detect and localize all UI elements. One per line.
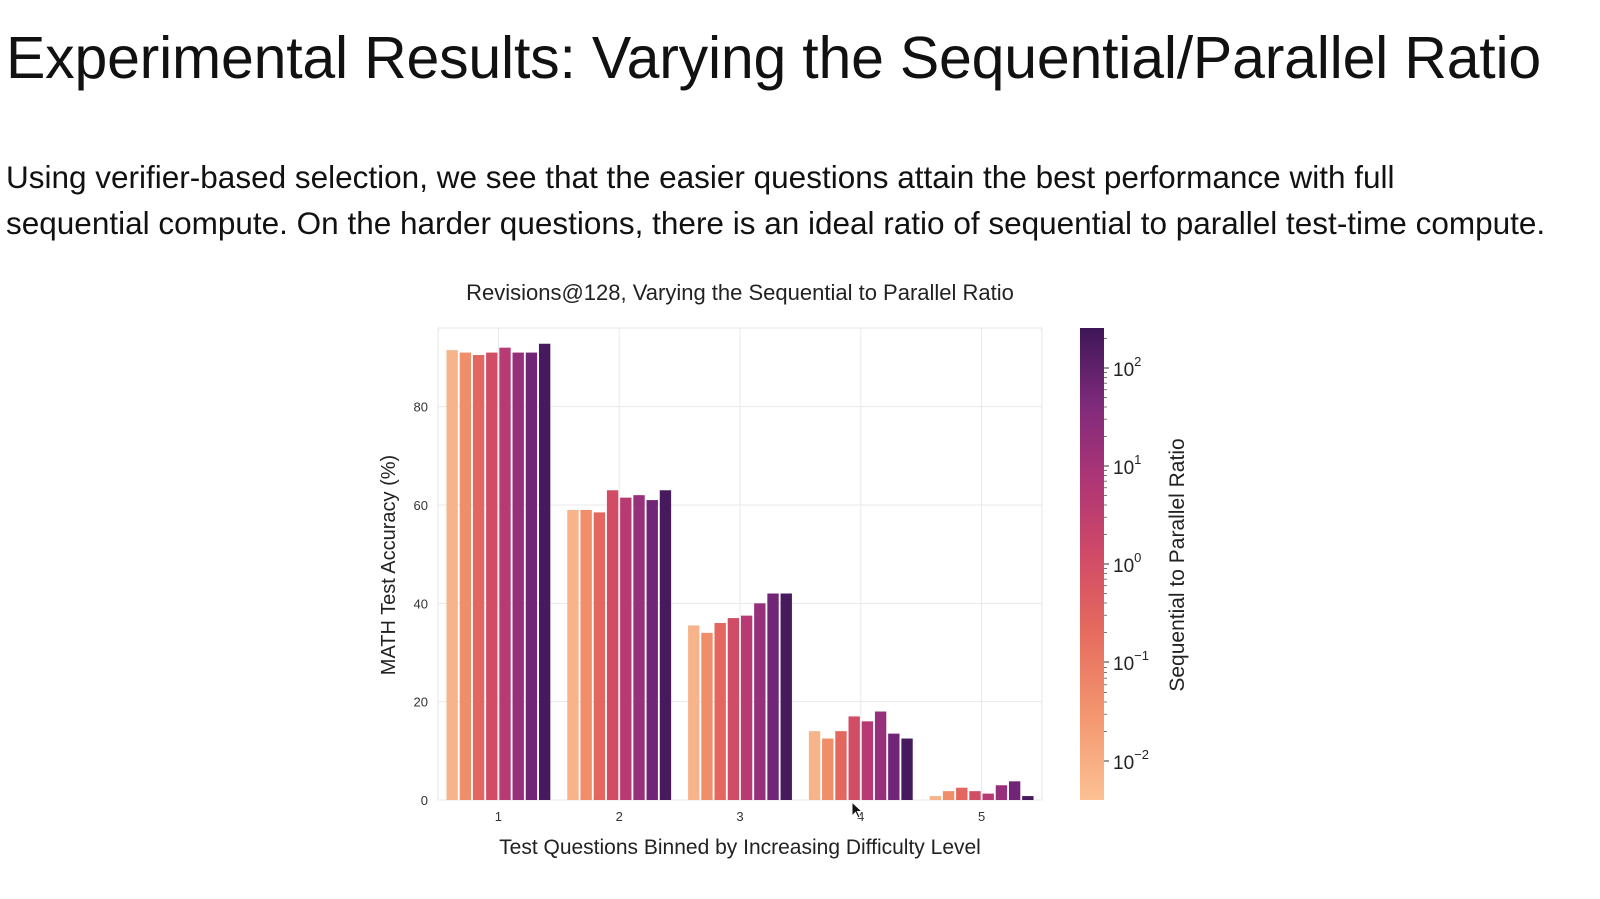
slide-title: Experimental Results: Varying the Sequen… — [6, 25, 1542, 91]
x-tick-label: 2 — [616, 809, 623, 824]
bar — [861, 721, 874, 800]
y-tick-label: 0 — [421, 793, 428, 808]
bars — [446, 343, 1034, 800]
bar — [727, 618, 740, 800]
chart-title: Revisions@128, Varying the Sequential to… — [466, 280, 1014, 305]
bar — [822, 738, 834, 800]
bar — [767, 593, 779, 800]
bar — [714, 623, 726, 800]
bar — [780, 593, 792, 800]
y-tick-label: 40 — [414, 596, 428, 611]
bar — [754, 603, 766, 800]
bar — [956, 787, 968, 800]
x-tick-label: 4 — [857, 809, 864, 824]
mouse-cursor-icon — [851, 801, 864, 819]
bar — [942, 791, 955, 800]
colorbar-label: Sequential to Parallel Ratio — [1166, 438, 1189, 691]
x-tick-labels: 1 2 3 4 5 — [495, 809, 985, 824]
bar — [1008, 781, 1021, 800]
bar — [835, 731, 847, 800]
x-tick-label: 3 — [736, 809, 743, 824]
y-tick-label: 80 — [414, 400, 428, 415]
bar — [499, 347, 511, 800]
bar — [969, 791, 981, 800]
y-tick-labels: 0 20 40 60 80 — [414, 400, 428, 808]
colorbar-tick-label: 10−2 — [1113, 747, 1149, 774]
y-tick-label: 60 — [414, 498, 428, 513]
bar — [567, 509, 579, 800]
x-tick-label: 1 — [495, 809, 502, 824]
bar — [1022, 796, 1034, 800]
grid-lines — [438, 328, 1042, 801]
bar — [808, 731, 821, 800]
colorbar-tick-label: 10−1 — [1113, 648, 1149, 675]
bar — [525, 352, 538, 800]
bar — [982, 793, 994, 800]
bar — [620, 497, 632, 800]
bar — [512, 352, 524, 800]
bar — [593, 512, 606, 800]
bar — [459, 352, 472, 800]
bar — [874, 711, 887, 800]
bar — [606, 490, 619, 800]
colorbar-tick-label: 101 — [1113, 452, 1141, 479]
slide-body-text: Using verifier-based selection, we see t… — [6, 159, 1546, 241]
colorbar-tick-label: 100 — [1113, 550, 1141, 577]
bar — [633, 495, 645, 800]
bar — [995, 785, 1008, 800]
bar — [701, 632, 713, 800]
bar — [688, 625, 700, 800]
y-axis-label: MATH Test Accuracy (%) — [378, 455, 400, 675]
x-axis-label: Test Questions Binned by Increasing Diff… — [499, 836, 981, 859]
bar — [580, 509, 592, 800]
bar — [486, 352, 498, 800]
bar — [901, 738, 913, 800]
bar — [472, 355, 485, 800]
colorbar-tick-label: 102 — [1113, 354, 1141, 381]
y-tick-label: 20 — [414, 695, 428, 710]
bar — [929, 796, 942, 800]
bar — [659, 490, 672, 800]
colorbar — [1080, 328, 1104, 800]
bar — [888, 733, 900, 800]
bar — [446, 350, 458, 800]
x-tick-label: 5 — [978, 809, 985, 824]
bar — [646, 500, 658, 800]
colorbar-ticks: 10−2 10−1 100 101 102 — [1104, 338, 1149, 774]
bar — [848, 716, 860, 800]
bar — [538, 343, 551, 800]
bar — [740, 615, 753, 800]
